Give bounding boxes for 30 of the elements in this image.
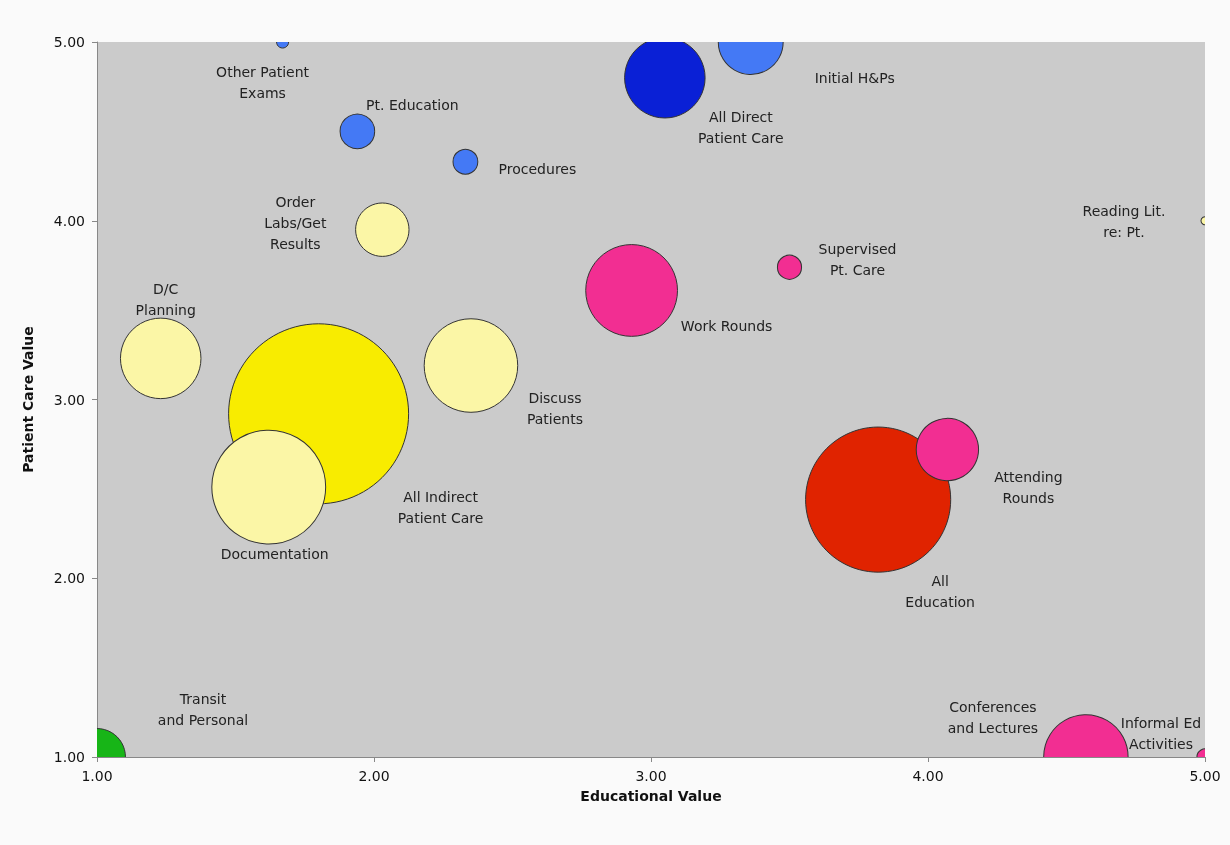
x-tick-label: 5.00	[1189, 768, 1221, 784]
y-tick-label: 1.00	[53, 749, 85, 765]
series-label: D/C Planning	[135, 280, 196, 318]
y-axis-title: Patient Care Value	[20, 326, 36, 473]
text: Transit and Personal	[157, 690, 249, 728]
series-label: Informal Ed Activities	[1120, 714, 1202, 752]
series-label: All Direct Patient Care	[698, 109, 784, 147]
x-tick-label: 1.00	[81, 768, 113, 784]
y-tick-label: 5.00	[53, 34, 85, 50]
text: Initial H&Ps	[814, 70, 895, 86]
x-tick-label: 2.00	[358, 768, 390, 784]
y-tick-label: 3.00	[53, 391, 85, 408]
series-label: Conferences and Lectures	[947, 698, 1039, 736]
series-label: All Indirect Patient Care	[397, 489, 484, 527]
series-label: All Education	[905, 573, 975, 611]
series-label: Attending Rounds	[994, 469, 1063, 507]
x-axis-title: Educational Value	[580, 788, 722, 804]
text: Order Labs/Get Results	[264, 193, 327, 252]
x-tick-label: 3.00	[635, 768, 667, 784]
y-tick-label: 4.00	[53, 212, 85, 229]
text: Reading Lit. re: Pt.	[1082, 203, 1166, 241]
text: Other Patient Exams	[216, 63, 310, 101]
series-label: Pt. Education	[366, 97, 459, 114]
series-label: Supervised Pt. Care	[818, 240, 897, 278]
y-tick-label: 2.00	[53, 570, 85, 587]
series-label: Discuss Patients	[526, 390, 583, 428]
series-label: Documentation	[220, 546, 329, 563]
series-label: Work Rounds	[680, 318, 773, 335]
series-label: Procedures	[498, 160, 577, 177]
x-tick-label: 4.00	[912, 768, 944, 784]
